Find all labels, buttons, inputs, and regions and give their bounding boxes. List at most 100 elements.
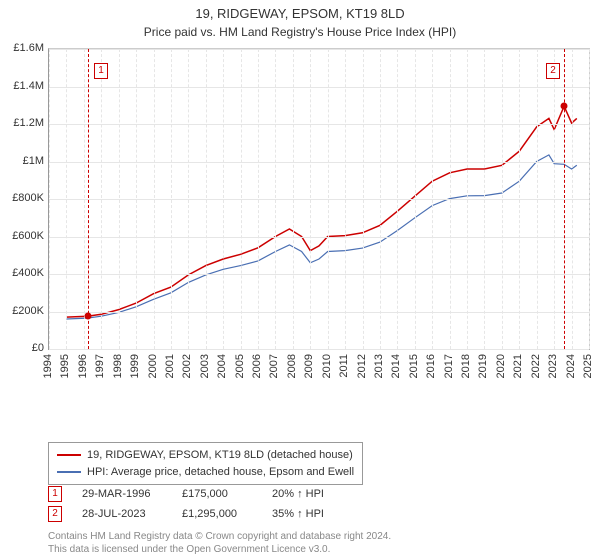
datapoint-row: 1 29-MAR-1996 £175,000 20% ↑ HPI <box>48 486 352 502</box>
marker-number-box: 2 <box>546 63 560 79</box>
x-axis-label: 2011 <box>338 354 350 378</box>
x-axis-label: 2019 <box>477 354 489 378</box>
legend-label: HPI: Average price, detached house, Epso… <box>87 464 354 481</box>
gridline-vertical <box>484 49 485 349</box>
chart-title: 19, RIDGEWAY, EPSOM, KT19 8LD <box>0 0 600 23</box>
datapoint-marker: 1 <box>48 486 62 502</box>
x-axis-label: 1999 <box>129 354 141 378</box>
gridline-vertical <box>275 49 276 349</box>
gridline-vertical <box>345 49 346 349</box>
gridline-vertical <box>380 49 381 349</box>
gridline-horizontal <box>49 312 589 313</box>
gridline-horizontal <box>49 349 589 350</box>
datapoint-date: 29-MAR-1996 <box>82 488 162 500</box>
gridline-horizontal <box>49 49 589 50</box>
x-axis-label: 2001 <box>164 354 176 378</box>
gridline-vertical <box>397 49 398 349</box>
x-axis-label: 2014 <box>390 354 402 378</box>
gridline-vertical <box>136 49 137 349</box>
datapoint-price: £1,295,000 <box>182 508 252 520</box>
legend-row: HPI: Average price, detached house, Epso… <box>57 464 354 481</box>
x-axis-label: 2002 <box>181 354 193 378</box>
x-axis-label: 2023 <box>547 354 559 378</box>
legend-swatch <box>57 471 81 473</box>
marker-number-box: 1 <box>94 63 108 79</box>
gridline-vertical <box>432 49 433 349</box>
gridline-vertical <box>293 49 294 349</box>
x-axis-label: 2006 <box>251 354 263 378</box>
gridline-vertical <box>363 49 364 349</box>
legend-box: 19, RIDGEWAY, EPSOM, KT19 8LD (detached … <box>48 442 363 485</box>
datapoint-price: £175,000 <box>182 488 252 500</box>
gridline-vertical <box>519 49 520 349</box>
gridline-vertical <box>119 49 120 349</box>
x-axis-label: 2003 <box>199 354 211 378</box>
gridline-vertical <box>241 49 242 349</box>
y-axis-label: £800K <box>4 192 44 204</box>
y-axis-label: £1.6M <box>4 42 44 54</box>
x-axis-label: 2004 <box>216 354 228 378</box>
legend-swatch <box>57 454 81 456</box>
x-axis-label: 2020 <box>495 354 507 378</box>
x-axis-label: 1994 <box>42 354 54 378</box>
gridline-horizontal <box>49 274 589 275</box>
gridline-vertical <box>450 49 451 349</box>
x-axis-label: 2025 <box>582 354 594 378</box>
datapoint-date: 28-JUL-2023 <box>82 508 162 520</box>
gridline-horizontal <box>49 237 589 238</box>
gridline-horizontal <box>49 124 589 125</box>
x-axis-label: 2008 <box>286 354 298 378</box>
x-axis-label: 2021 <box>512 354 524 378</box>
gridline-horizontal <box>49 87 589 88</box>
gridline-vertical <box>101 49 102 349</box>
x-axis-label: 1995 <box>59 354 71 378</box>
x-axis-label: 2024 <box>565 354 577 378</box>
x-axis-label: 1997 <box>94 354 106 378</box>
series-line <box>66 106 576 317</box>
legend-row: 19, RIDGEWAY, EPSOM, KT19 8LD (detached … <box>57 447 354 464</box>
gridline-vertical <box>537 49 538 349</box>
gridline-vertical <box>572 49 573 349</box>
datapoint-delta: 35% ↑ HPI <box>272 508 352 520</box>
gridline-vertical <box>66 49 67 349</box>
x-axis-label: 2018 <box>460 354 472 378</box>
y-axis-label: £1.4M <box>4 80 44 92</box>
y-axis-label: £1.2M <box>4 117 44 129</box>
x-axis-label: 2017 <box>443 354 455 378</box>
gridline-vertical <box>328 49 329 349</box>
y-axis-label: £400K <box>4 267 44 279</box>
gridline-vertical <box>49 49 50 349</box>
x-axis-label: 2012 <box>356 354 368 378</box>
gridline-vertical <box>415 49 416 349</box>
legend-label: 19, RIDGEWAY, EPSOM, KT19 8LD (detached … <box>87 447 353 464</box>
x-axis-label: 2005 <box>234 354 246 378</box>
x-axis-label: 2007 <box>268 354 280 378</box>
x-axis-label: 2010 <box>321 354 333 378</box>
gridline-vertical <box>258 49 259 349</box>
chart-area: 12 £0£200K£400K£600K£800K£1M£1.2M£1.4M£1… <box>0 44 600 394</box>
datapoint-row: 2 28-JUL-2023 £1,295,000 35% ↑ HPI <box>48 506 352 522</box>
gridline-horizontal <box>49 162 589 163</box>
marker-vertical-line <box>564 49 565 349</box>
figure-root: 19, RIDGEWAY, EPSOM, KT19 8LD Price paid… <box>0 0 600 560</box>
x-axis-label: 2016 <box>425 354 437 378</box>
x-axis-label: 2009 <box>303 354 315 378</box>
gridline-vertical <box>589 49 590 349</box>
y-axis-label: £200K <box>4 305 44 317</box>
marker-dot <box>85 313 92 320</box>
marker-vertical-line <box>88 49 89 349</box>
gridline-vertical <box>171 49 172 349</box>
x-axis-label: 2013 <box>373 354 385 378</box>
gridline-vertical <box>502 49 503 349</box>
gridline-vertical <box>467 49 468 349</box>
datapoint-delta: 20% ↑ HPI <box>272 488 352 500</box>
gridline-vertical <box>188 49 189 349</box>
datapoint-marker: 2 <box>48 506 62 522</box>
y-axis-label: £1M <box>4 155 44 167</box>
chart-subtitle: Price paid vs. HM Land Registry's House … <box>0 23 600 39</box>
x-axis-label: 2015 <box>408 354 420 378</box>
gridline-vertical <box>206 49 207 349</box>
plot-area: 12 <box>48 48 590 350</box>
x-axis-label: 1998 <box>112 354 124 378</box>
footnote: Contains HM Land Registry data © Crown c… <box>48 530 391 556</box>
